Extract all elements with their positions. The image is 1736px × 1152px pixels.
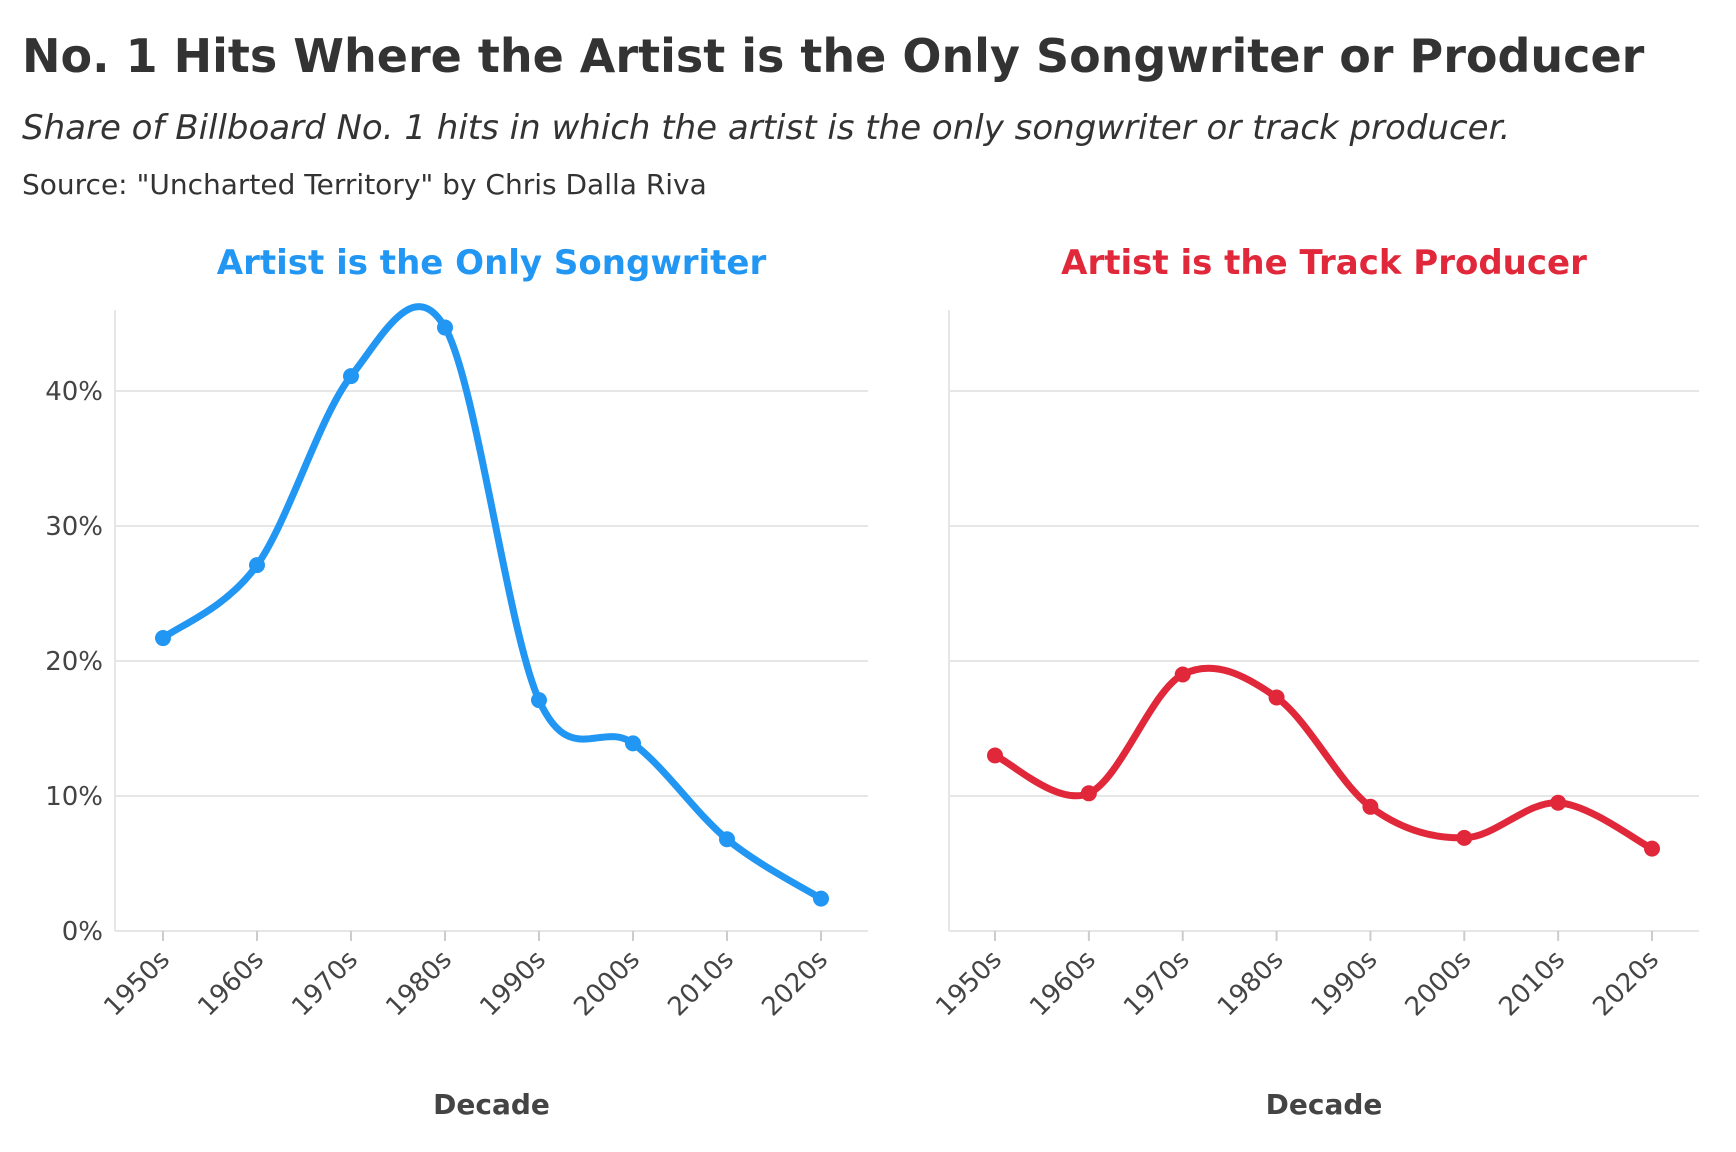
y-tick-label: 30% (45, 512, 103, 542)
x-tick-label: 1960s (1024, 945, 1102, 1023)
x-tick-label: 1990s (474, 945, 552, 1023)
x-tick-label: 1980s (1212, 945, 1290, 1023)
chart-title: No. 1 Hits Where the Artist is the Only … (22, 29, 1645, 83)
chart-source: Source: "Uncharted Territory" by Chris D… (22, 168, 707, 201)
x-tick-label: 2010s (662, 945, 740, 1023)
x-tick-label: 1950s (930, 945, 1008, 1023)
x-tick-label: 1970s (1118, 945, 1196, 1023)
y-tick-label: 0% (62, 917, 103, 947)
x-axis-label: Decade (1266, 1088, 1383, 1121)
point (249, 557, 265, 574)
point (155, 630, 171, 647)
point (1174, 666, 1191, 683)
x-tick-label: 1960s (192, 945, 270, 1023)
chart-subtitle: Share of Billboard No. 1 hits in which t… (22, 108, 1510, 148)
panel-title: Artist is the Only Songwriter (217, 243, 767, 283)
x-tick-label: 1950s (98, 945, 176, 1023)
x-tick-label: 1980s (380, 945, 458, 1023)
point (1268, 689, 1285, 706)
x-tick-label: 2000s (568, 945, 646, 1023)
line (159, 303, 825, 903)
line (991, 664, 1656, 853)
y-tick-label: 10% (45, 782, 103, 812)
panel-title: Artist is the Track Producer (1061, 243, 1587, 283)
y-tick-label: 20% (45, 647, 103, 677)
point (437, 319, 453, 336)
x-axis-label: Decade (433, 1088, 550, 1121)
point (343, 368, 359, 385)
point (1362, 798, 1379, 815)
point (625, 735, 641, 752)
point (1550, 794, 1567, 811)
point (1080, 785, 1097, 802)
x-tick-label: 2020s (756, 945, 834, 1023)
x-tick-label: 2020s (1587, 945, 1665, 1023)
x-tick-label: 1990s (1306, 945, 1384, 1023)
point (1644, 840, 1660, 857)
point (531, 692, 547, 709)
point (813, 890, 829, 907)
point (987, 747, 1003, 764)
x-tick-label: 2000s (1400, 945, 1478, 1023)
point (719, 831, 735, 848)
point (1456, 829, 1473, 846)
x-tick-label: 2010s (1494, 945, 1572, 1023)
y-tick-label: 40% (45, 377, 103, 407)
x-tick-label: 1970s (286, 945, 364, 1023)
